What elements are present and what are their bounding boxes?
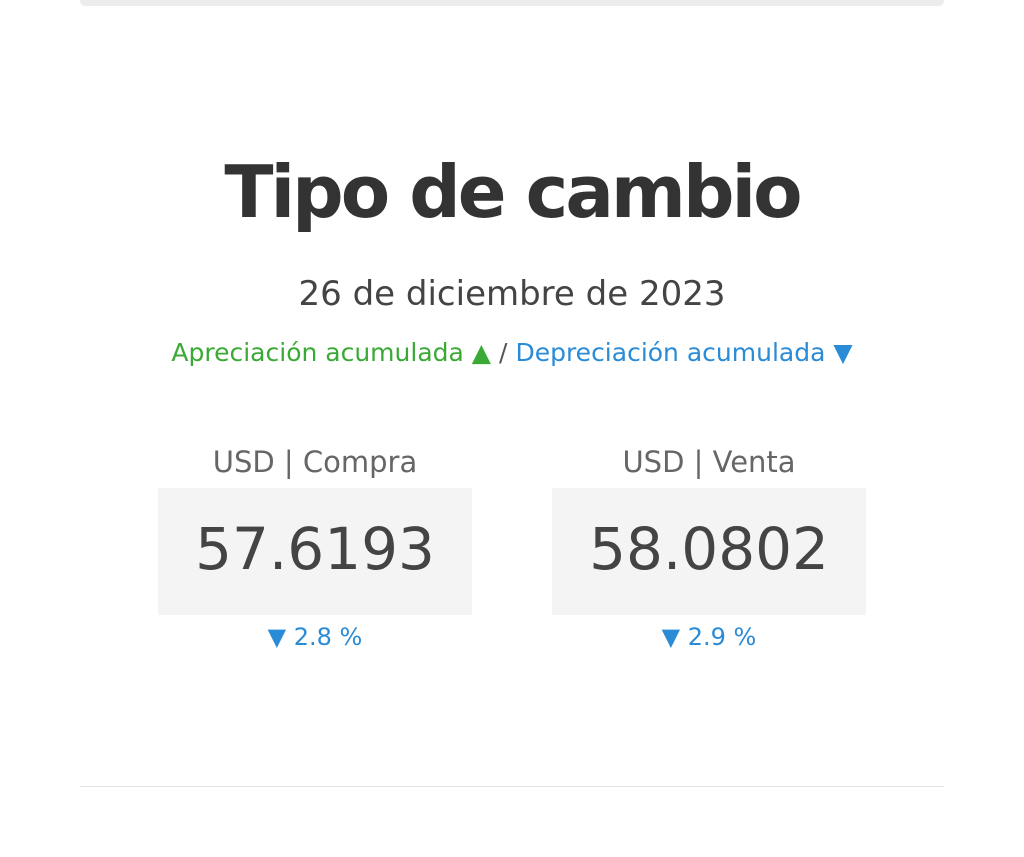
rate-card: USD | Venta 58.0802 ▼ 2.9 % [552,440,866,651]
rate-value: 57.6193 [158,488,472,615]
page-title: Tipo de cambio [224,150,802,234]
rate-label: USD | Venta [622,445,796,479]
legend-separator: / [499,338,508,367]
divider [80,786,944,787]
rate-change: ▼ 2.9 % [661,623,757,651]
rate-value: 58.0802 [552,488,866,615]
rate-change: ▼ 2.8 % [267,623,363,651]
appreciation-legend: Apreciación acumulada ▲ [171,338,492,367]
date: 26 de diciembre de 2023 [298,274,726,314]
top-bar [80,0,944,6]
rate-card: USD | Compra 57.6193 ▼ 2.8 % [158,440,472,651]
rate-label: USD | Compra [212,445,418,479]
depreciation-legend: Depreciación acumulada ▼ [515,338,853,367]
legend: Apreciación acumulada ▲ / Depreciación acu… [0,338,1024,367]
